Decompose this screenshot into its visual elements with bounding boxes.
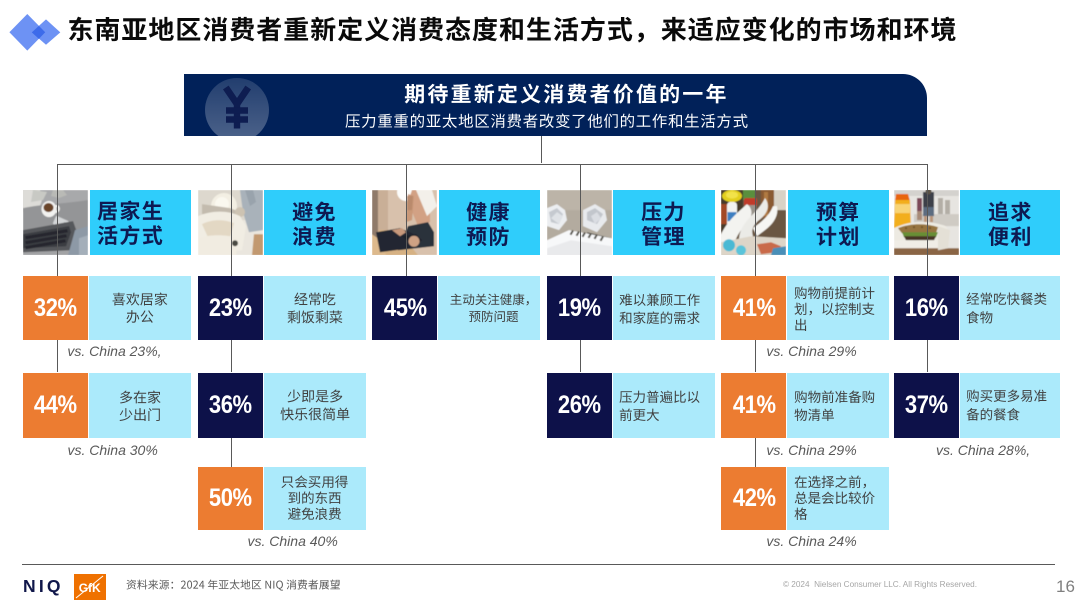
svg-text:GfK: GfK (79, 581, 101, 595)
